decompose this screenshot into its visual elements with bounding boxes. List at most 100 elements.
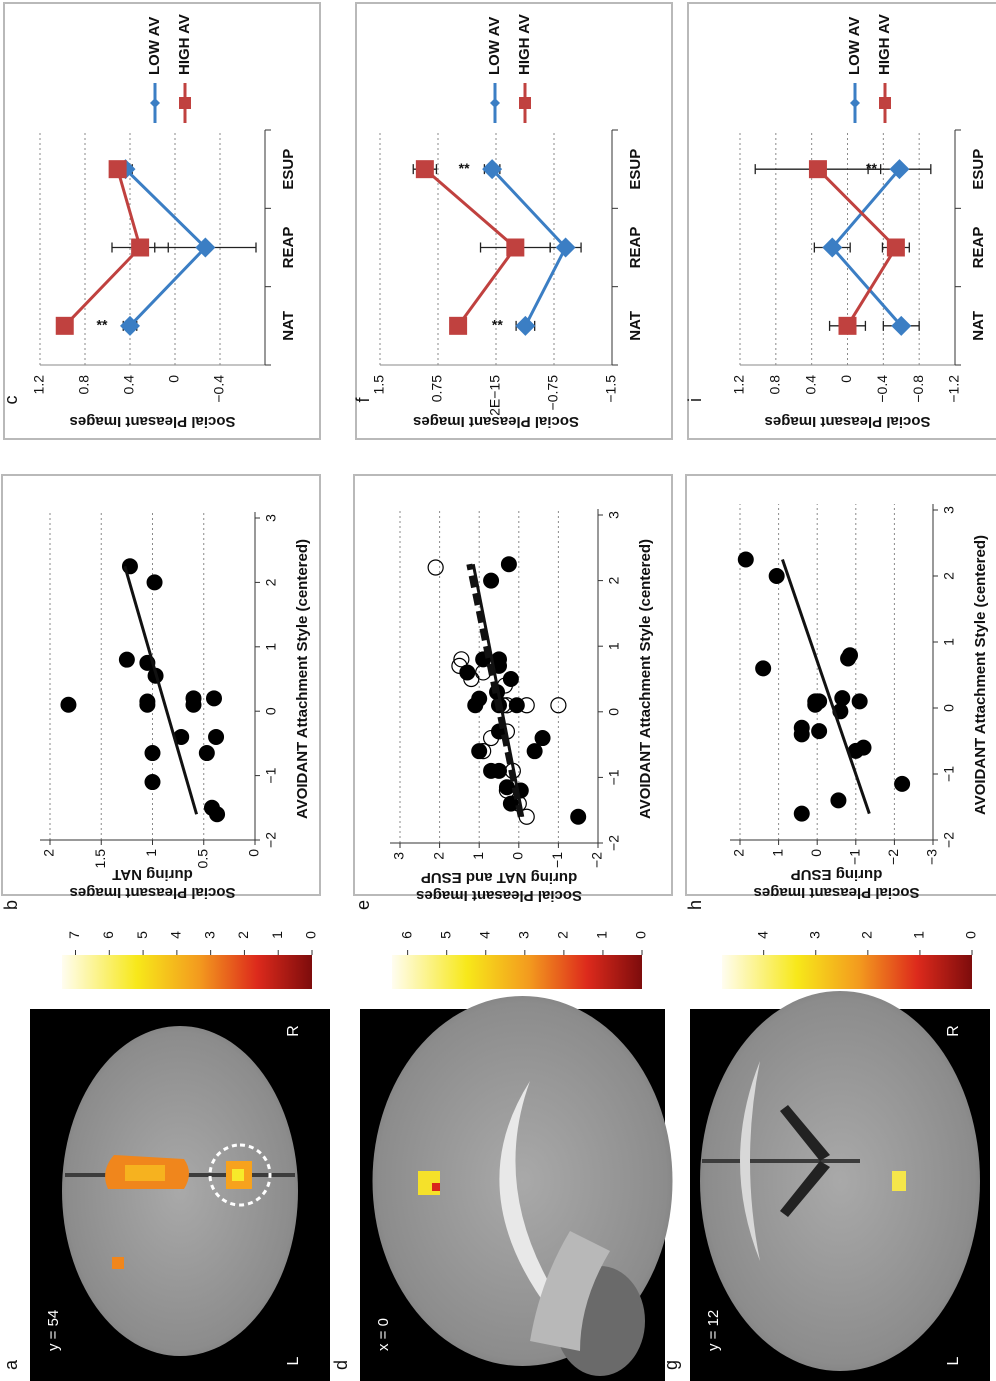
data-point <box>794 720 809 735</box>
colorbar-tick-label: 1 <box>269 931 285 939</box>
panel-label: e <box>353 900 373 910</box>
legend-label: HIGH AV <box>176 14 193 75</box>
y-tick-label: 1.5 <box>371 375 387 395</box>
data-point <box>756 661 771 676</box>
colorbar-tick-label: 1 <box>911 931 927 939</box>
panel-label: h <box>685 900 705 910</box>
colorbar-tick-label: 2 <box>859 931 875 939</box>
x-tick-label: 1 <box>263 643 279 651</box>
colorbar <box>392 955 642 989</box>
orientation-label: L <box>285 1356 302 1365</box>
x-tick-label: ESUP <box>970 149 987 190</box>
y-tick-label: 0 <box>510 852 526 860</box>
colorbar-tick-label: 3 <box>806 931 822 939</box>
data-point <box>61 697 76 712</box>
y-tick-label: −1 <box>847 849 863 865</box>
y-tick-label: 0.75 <box>429 375 445 402</box>
colorbar-tick-label: 6 <box>100 931 116 939</box>
data-marker <box>56 317 74 335</box>
data-marker <box>809 160 827 178</box>
x-axis-title: AVOIDANT Attachment Style (centered) <box>972 535 989 815</box>
y-tick-label: 2E−15 <box>487 375 503 416</box>
y-tick-label: −1.2 <box>946 375 962 403</box>
y-tick-label: −0.75 <box>545 375 561 411</box>
orientation-label: L <box>945 1356 962 1365</box>
activation <box>112 1257 124 1269</box>
data-point <box>812 724 827 739</box>
x-tick-label: 0 <box>263 707 279 715</box>
legend-marker <box>179 97 191 109</box>
x-tick-label: 2 <box>606 576 622 584</box>
y-axis-title: Social Pleasant Images <box>416 887 582 904</box>
annotation: ** <box>866 160 877 176</box>
x-tick-label: REAP <box>627 227 644 269</box>
x-tick-label: ESUP <box>280 149 297 190</box>
data-point <box>147 575 162 590</box>
y-tick-label: 0.8 <box>76 375 92 395</box>
colorbar-tick-label: 0 <box>303 931 319 939</box>
data-point <box>209 729 224 744</box>
y-tick-label: 0 <box>166 375 182 383</box>
legend-label: LOW AV <box>846 17 863 75</box>
colorbar-tick-label: 3 <box>201 931 217 939</box>
data-point <box>472 744 487 759</box>
rotated-figure: ay = 54LR76543210dx = 06543210gy = 12LR4… <box>1 3 996 1381</box>
y-tick-label: −0.8 <box>910 375 926 403</box>
data-point <box>499 780 514 795</box>
y-tick-label: 1 <box>143 849 159 857</box>
x-tick-label: −2 <box>263 832 279 848</box>
data-point <box>119 652 134 667</box>
y-axis-title: Social Pleasant Images <box>765 413 931 430</box>
data-point <box>738 552 753 567</box>
orientation-label: R <box>945 1025 962 1037</box>
x-tick-label: 3 <box>606 511 622 519</box>
x-tick-label: −2 <box>941 832 957 848</box>
data-marker <box>887 239 905 257</box>
x-tick-label: ESUP <box>627 149 644 190</box>
x-tick-label: REAP <box>280 227 297 269</box>
data-marker <box>131 239 149 257</box>
data-marker <box>506 239 524 257</box>
y-tick-label: −1 <box>549 852 565 868</box>
panel-label: d <box>331 1360 351 1370</box>
panel-label: i <box>685 398 705 402</box>
x-axis-title: AVOIDANT Attachment Style (centered) <box>294 539 311 819</box>
y-tick-label: −3 <box>924 849 940 865</box>
data-point <box>835 691 850 706</box>
legend-label: HIGH AV <box>516 14 533 75</box>
brain-slice <box>62 1026 298 1356</box>
data-point <box>895 776 910 791</box>
page: ay = 54LR76543210dx = 06543210gy = 12LR4… <box>0 0 996 1381</box>
y-axis-title: Social Pleasant Images <box>754 884 920 901</box>
y-tick-label: 1.5 <box>92 849 108 869</box>
annotation: ** <box>97 317 108 333</box>
y-tick-label: 1 <box>769 849 785 857</box>
legend-label: HIGH AV <box>876 14 893 75</box>
x-tick-label: 2 <box>941 572 957 580</box>
colorbar-tick-label: 4 <box>754 931 770 939</box>
figure: ay = 54LR76543210dx = 06543210gy = 12LR4… <box>0 0 996 1381</box>
y-tick-label: 0 <box>838 375 854 383</box>
colorbar-tick-label: 1 <box>594 931 610 939</box>
x-tick-label: −1 <box>941 766 957 782</box>
y-tick-label: 0 <box>246 849 262 857</box>
x-tick-label: −1 <box>263 767 279 783</box>
data-point <box>484 763 499 778</box>
panel-label: a <box>1 1359 21 1370</box>
y-tick-label: −2 <box>589 852 605 868</box>
colorbar <box>62 955 312 989</box>
y-tick-label: 1 <box>470 852 486 860</box>
colorbar-tick-label: 6 <box>398 931 414 939</box>
x-tick-label: 3 <box>263 514 279 522</box>
x-tick-label: 0 <box>941 704 957 712</box>
panel-label: g <box>661 1360 681 1370</box>
y-tick-label: 2 <box>731 849 747 857</box>
x-tick-label: 3 <box>941 506 957 514</box>
x-tick-label: NAT <box>970 311 987 341</box>
annotation: ** <box>459 160 470 176</box>
slice-label: y = 12 <box>705 1310 722 1351</box>
data-point <box>204 800 219 815</box>
colorbar <box>722 955 972 989</box>
data-point <box>527 744 542 759</box>
colorbar-tick-label: 4 <box>476 931 492 939</box>
